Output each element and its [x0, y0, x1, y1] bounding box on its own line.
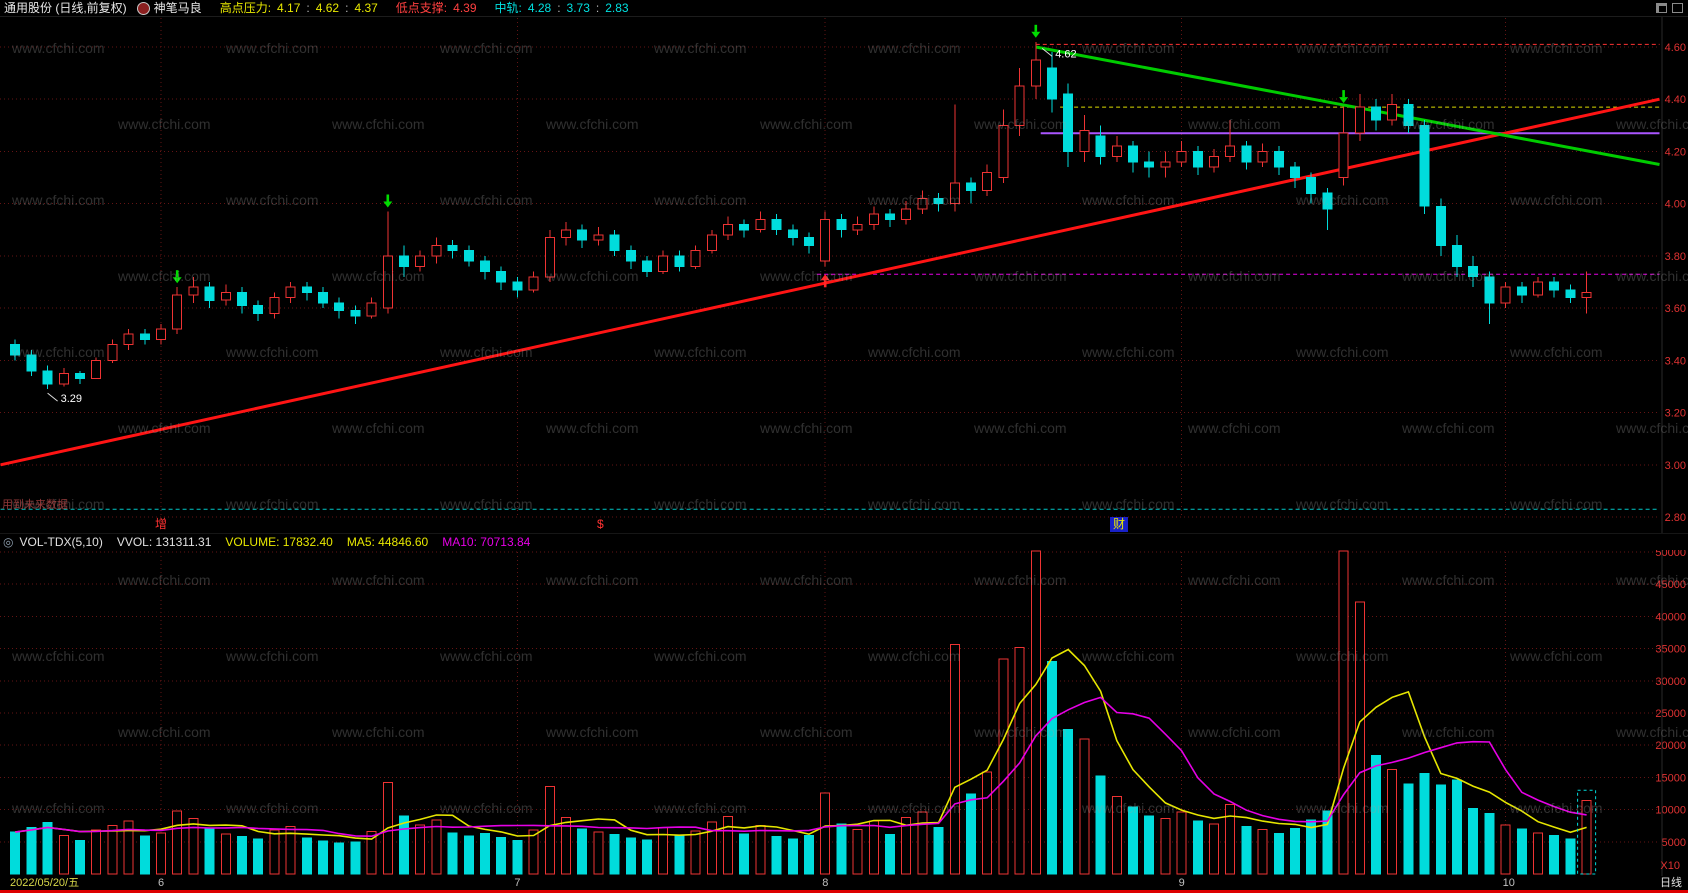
mid-value-3: 2.83	[605, 1, 629, 15]
month-label-6: 6	[158, 877, 165, 889]
support-value: 4.39	[453, 1, 477, 15]
svg-text:4.00: 4.00	[1665, 199, 1686, 211]
first-date-label: 2022/05/20/五	[10, 877, 80, 889]
separator: :	[306, 1, 310, 15]
svg-text:40000: 40000	[1655, 611, 1686, 623]
period-label[interactable]: 日线	[1660, 877, 1682, 889]
volume-header: ◎ VOL-TDX(5,10) VVOL: 131311.31 VOLUME: …	[0, 533, 1688, 550]
svg-text:3.00: 3.00	[1665, 460, 1686, 472]
month-label-8: 8	[822, 877, 829, 889]
vol-indicator-name[interactable]: VOL-TDX(5,10)	[19, 535, 103, 549]
month-label-7: 7	[514, 877, 521, 889]
grid-layer: 4.60 4.40 4.20 4.00 3.80 3.60 3.40 3.20 3.00 2.80…	[0, 16, 1686, 876]
window-layout-icon[interactable]	[1656, 3, 1667, 13]
svg-text:15000: 15000	[1655, 772, 1686, 784]
vvol-value: VVOL: 131311.31	[116, 535, 212, 549]
svg-text:20000: 20000	[1655, 740, 1686, 752]
svg-text:3.80: 3.80	[1665, 251, 1686, 263]
svg-text:3.60: 3.60	[1665, 303, 1686, 315]
separator: :	[557, 1, 561, 15]
marker-row: 增 $ 财	[0, 517, 1688, 532]
svg-text:35000: 35000	[1655, 644, 1686, 656]
pressure-value-2: 4.62	[315, 1, 340, 15]
svg-text:4.60: 4.60	[1665, 42, 1686, 54]
position-scrollbar[interactable]	[0, 890, 1688, 893]
svg-text:30000: 30000	[1655, 676, 1686, 688]
volume-ma10-line	[15, 696, 1587, 838]
svg-text:3.29: 3.29	[61, 393, 82, 405]
month-label-10: 10	[1502, 877, 1515, 889]
separator: :	[345, 1, 349, 15]
mid-value-1: 4.28	[527, 1, 552, 15]
event-marker-3: 财	[1110, 517, 1129, 532]
svg-text:50000: 50000	[1655, 547, 1686, 559]
time-axis-bar[interactable]: 2022/05/20/五 日线 6 7 8 9 10	[0, 877, 1688, 891]
svg-text:2.80: 2.80	[1665, 512, 1686, 524]
month-label-9: 9	[1178, 877, 1185, 889]
svg-text:3.40: 3.40	[1665, 355, 1686, 367]
mid-value-2: 3.73	[566, 1, 590, 15]
indicator-name: 神笔马良	[153, 1, 202, 15]
annotations-layer: 4.62 3.29	[47, 48, 1077, 405]
ma5-value: MA5: 44846.60	[346, 535, 429, 549]
event-marker-1: 增	[155, 517, 168, 531]
volume-unit-label: X10	[1660, 860, 1680, 872]
svg-text:5000: 5000	[1662, 837, 1686, 849]
indicator-dot-icon: ◎	[3, 535, 14, 549]
pressure-value-1: 4.17	[277, 1, 301, 15]
svg-text:10000: 10000	[1655, 805, 1686, 817]
signal-arrows-layer	[172, 24, 1349, 288]
separator: :	[595, 1, 600, 15]
svg-text:4.40: 4.40	[1665, 94, 1686, 106]
mid-label: 中轨:	[494, 1, 522, 15]
pressure-label: 高点压力:	[219, 1, 272, 15]
candles-layer	[10, 41, 1592, 875]
volume-value: VOLUME: 17832.40	[225, 535, 333, 549]
svg-text:45000: 45000	[1655, 579, 1686, 591]
window-panel-icon[interactable]	[1672, 3, 1683, 13]
svg-text:4.20: 4.20	[1665, 146, 1686, 158]
svg-text:4.62: 4.62	[1055, 48, 1076, 60]
levels-layer	[0, 43, 1660, 510]
svg-text:3.20: 3.20	[1665, 408, 1686, 420]
stock-title: 通用股份 (日线,前复权)	[4, 1, 127, 15]
volume-ma5-line	[15, 648, 1587, 840]
future-data-note: 用到未来数据	[2, 499, 68, 511]
pressure-value-3: 4.37	[354, 1, 378, 15]
titlebar: 通用股份 (日线,前复权) 神笔马良 高点压力: 4.17 : 4.62 : 4…	[0, 0, 1688, 17]
last-bar-selection-box	[1577, 789, 1597, 875]
support-label: 低点支撑:	[395, 1, 448, 15]
indicator-badge-icon	[136, 1, 150, 15]
svg-text:25000: 25000	[1655, 708, 1686, 720]
event-marker-2: $	[597, 517, 604, 531]
ma10-value: MA10: 70713.84	[442, 535, 531, 549]
